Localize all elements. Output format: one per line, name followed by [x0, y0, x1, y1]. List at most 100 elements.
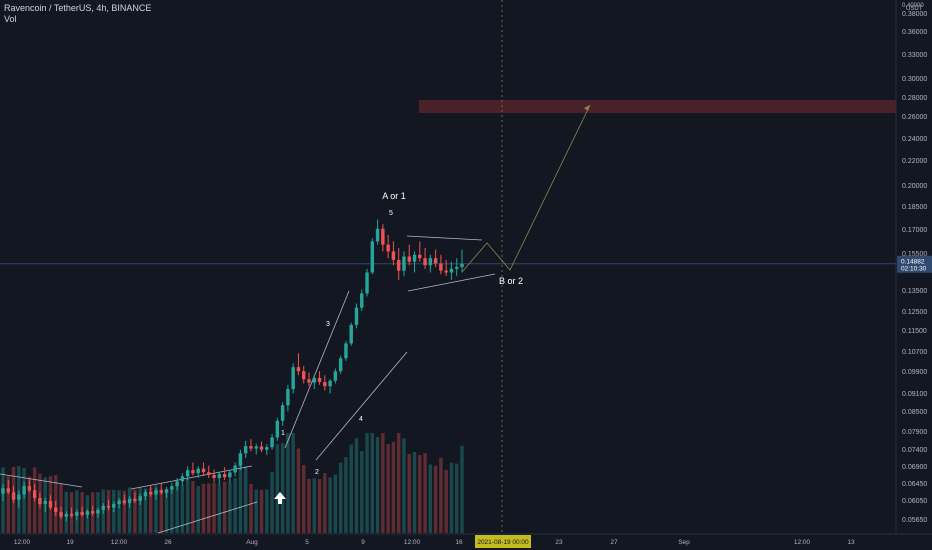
volume-bar	[164, 488, 169, 533]
candle	[254, 443, 258, 455]
volume-bar	[354, 438, 359, 533]
volume-bar	[407, 454, 411, 533]
trendline-rising-wedge-top	[130, 465, 253, 490]
candle-body	[59, 512, 63, 517]
volume-bar	[27, 476, 32, 533]
candle	[217, 471, 222, 485]
price-tick-label: 0.07900	[902, 429, 927, 436]
chart-header: Ravencoin / TetherUS, 4h, BINANCE Vol	[4, 3, 151, 25]
volume-bar	[291, 433, 295, 533]
price-tick-label: 0.12500	[902, 309, 927, 316]
candle-body	[265, 447, 269, 450]
candle-body	[280, 405, 285, 421]
candle	[444, 259, 448, 277]
wave-annotations: A or 1 5 3 4 1 2 B or 2	[281, 191, 523, 476]
candle	[291, 363, 295, 394]
price-tick-label: 0.10700	[902, 349, 927, 356]
candle	[418, 241, 422, 262]
indicator-label[interactable]: Vol	[4, 14, 17, 24]
volume-bar	[439, 457, 443, 533]
price-tick-label: 0.33000	[902, 52, 927, 59]
candle-body	[344, 343, 348, 359]
volume-bar	[444, 469, 448, 533]
volume-bar	[396, 433, 401, 533]
candle-body	[133, 498, 137, 501]
candle-body	[149, 491, 153, 495]
volume-bar	[185, 478, 190, 533]
candle	[196, 466, 200, 479]
candle-body	[217, 474, 222, 479]
candle	[222, 467, 227, 481]
candle-body	[259, 446, 264, 450]
price-tick-label: 0.24000	[902, 136, 927, 143]
volume-bar	[275, 444, 280, 533]
price-tick-label: 0.08500	[902, 409, 927, 416]
price-tick-label: 0.17000	[902, 227, 927, 234]
candle	[17, 490, 21, 508]
price-tick-label: 0.38000	[902, 11, 927, 18]
price-tick-label: 0.26000	[902, 114, 927, 121]
candle	[38, 492, 42, 508]
price-tick-label: 0.09900	[902, 369, 927, 376]
volume-bar	[6, 476, 10, 533]
candle-body	[64, 513, 69, 517]
volume-bar	[207, 483, 211, 533]
candle	[249, 439, 253, 452]
current-price-badge	[897, 255, 932, 273]
candle	[1, 484, 5, 501]
candle	[360, 289, 364, 311]
candle	[386, 234, 390, 259]
candle-body	[185, 470, 190, 477]
volume-bar	[133, 489, 137, 533]
candle-body	[170, 486, 174, 490]
candle	[296, 353, 301, 376]
volume-bar	[106, 490, 111, 533]
price-axis[interactable]: 0.40000 0.38000 0.36000 0.33000 0.30000 0.280…	[902, 3, 927, 524]
candle-body	[191, 470, 195, 474]
candle-body	[418, 254, 422, 259]
candle	[90, 505, 95, 516]
wave-label: B or 2	[499, 276, 523, 286]
candle	[354, 303, 359, 329]
trendline-left-channel	[0, 473, 83, 488]
candle	[280, 402, 285, 426]
candle	[159, 483, 163, 495]
price-tick-label: 0.30000	[902, 76, 927, 83]
time-axis[interactable]: 12:00 19 12:00 26 Aug 5 9 12:00 16 23 27 Sep 12:00 13…	[14, 535, 855, 548]
candle-body	[154, 490, 158, 495]
candle-body	[370, 241, 375, 273]
candle	[54, 500, 58, 516]
volume-bar	[270, 471, 274, 533]
volume-bar	[238, 454, 243, 533]
candle-body	[180, 476, 185, 482]
candle	[407, 244, 411, 266]
candle-body	[11, 492, 16, 500]
symbol-title[interactable]: Ravencoin / TetherUS, 4h, BINANCE	[4, 3, 152, 13]
time-tick-label: 26	[164, 539, 172, 546]
candle	[228, 470, 232, 483]
candle-body	[75, 512, 79, 516]
candle-body	[143, 491, 148, 497]
volume-bar	[159, 489, 163, 533]
candle	[460, 249, 464, 273]
candle	[439, 254, 443, 275]
volume-bar	[191, 481, 195, 533]
volume-bar	[149, 487, 153, 533]
candle-body	[90, 511, 95, 514]
candle	[117, 497, 121, 509]
candle-body	[270, 437, 274, 448]
candle	[180, 473, 185, 486]
candle	[11, 486, 16, 504]
candle	[212, 469, 216, 483]
candle	[154, 487, 158, 500]
candle	[233, 462, 237, 477]
volume-bar	[243, 466, 248, 533]
candle-body	[243, 446, 248, 454]
candle-body	[407, 256, 411, 262]
current-price-countdown: 02:10:30	[901, 265, 927, 272]
volume-bar	[138, 487, 142, 533]
volume-bar	[312, 478, 316, 533]
price-tick-label: 0.06050	[902, 498, 927, 505]
candle-body	[69, 513, 74, 516]
